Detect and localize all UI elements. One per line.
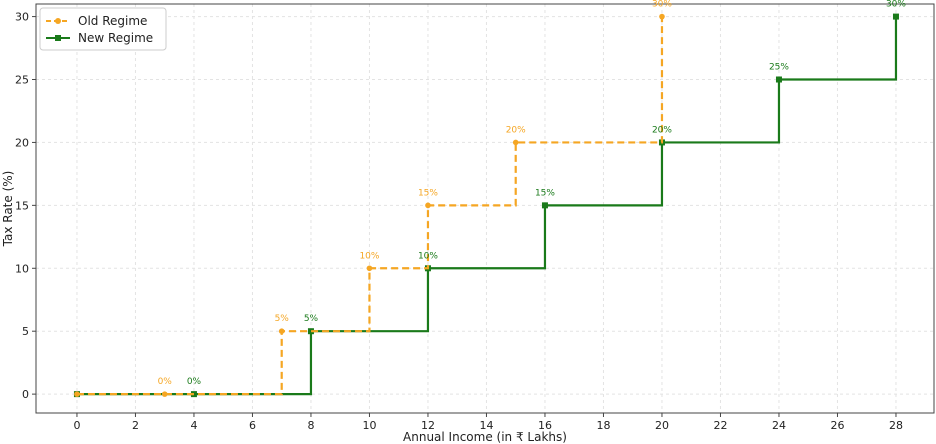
- series-line-new-regime: [76, 16, 898, 396]
- x-tick-label: 24: [772, 419, 786, 432]
- data-point-old-regime: [74, 391, 80, 397]
- data-point-old-regime: [278, 328, 285, 335]
- x-tick-label: 26: [830, 419, 844, 432]
- y-tick-label: 0: [22, 388, 29, 401]
- plot-frame: [35, 3, 935, 414]
- y-tick-label: 30: [15, 11, 29, 24]
- data-point-old-regime: [425, 202, 431, 209]
- data-labels-layer: 0% 5% 10% 15% 20% 25% 30% 0% 5% 10% 15% 20% 30%: [158, 0, 907, 387]
- data-point-old-regime: [659, 13, 665, 20]
- y-tick-label: 20: [15, 136, 29, 149]
- data-label-new-regime: 10%: [418, 251, 438, 261]
- y-tick-label: 15: [15, 199, 29, 212]
- legend-marker-new-regime: [55, 35, 61, 41]
- data-label-new-regime: 20%: [652, 125, 672, 135]
- data-label-new-regime: 0%: [187, 377, 202, 387]
- legend-label-new-regime: New Regime: [78, 31, 153, 45]
- x-axis-title: Annual Income (in ₹ Lakhs): [403, 430, 567, 444]
- legend-marker-old-regime: [55, 18, 61, 24]
- data-label-old-regime: 15%: [418, 188, 438, 198]
- legend-box: [39, 7, 167, 51]
- data-point-old-regime: [161, 391, 168, 397]
- x-tick-label: 20: [655, 419, 669, 432]
- y-tick-label: 5: [22, 325, 29, 338]
- x-tick-label: 18: [596, 419, 610, 432]
- data-point-old-regime: [512, 139, 519, 146]
- data-label-old-regime: 10%: [359, 251, 379, 261]
- legend-item-new-regime: New Regime: [46, 31, 153, 45]
- data-label-old-regime: 30%: [652, 0, 672, 10]
- data-label-new-regime: 25%: [769, 63, 789, 73]
- data-label-new-regime: 30%: [886, 0, 906, 10]
- y-axis-title: Tax Rate (%): [1, 171, 15, 248]
- x-tick-label: 28: [889, 419, 903, 432]
- x-tick-label: 22: [713, 419, 727, 432]
- data-point-old-regime: [366, 265, 373, 272]
- series-layer: [73, 13, 899, 398]
- x-tick-label: 10: [362, 419, 376, 432]
- legend: Old Regime New Regime: [39, 7, 167, 51]
- x-tick-label: 16: [538, 419, 552, 432]
- data-point-new-regime: [541, 202, 548, 209]
- x-tick-label: 4: [190, 419, 197, 432]
- data-point-new-regime: [307, 328, 314, 335]
- data-label-old-regime: 0%: [158, 377, 173, 387]
- data-label-old-regime: 20%: [506, 125, 526, 135]
- y-tick-label: 10: [15, 262, 29, 275]
- grid-layer: [36, 4, 934, 413]
- data-label-new-regime: 5%: [304, 314, 319, 324]
- x-tick-label: 12: [421, 419, 435, 432]
- data-label-new-regime: 15%: [535, 188, 555, 198]
- x-tick-label: 0: [73, 419, 80, 432]
- x-tick-label: 6: [249, 419, 256, 432]
- legend-label-old-regime: Old Regime: [78, 14, 147, 28]
- x-tick-label: 2: [132, 419, 139, 432]
- data-point-new-regime: [190, 391, 197, 398]
- data-point-new-regime: [892, 13, 899, 20]
- x-tick-label: 8: [307, 419, 314, 432]
- data-label-old-regime: 5%: [275, 314, 290, 324]
- legend-item-old-regime: Old Regime: [46, 14, 147, 28]
- x-tick-label: 14: [479, 419, 493, 432]
- y-tick-label: 25: [15, 74, 29, 87]
- data-point-new-regime: [775, 76, 782, 83]
